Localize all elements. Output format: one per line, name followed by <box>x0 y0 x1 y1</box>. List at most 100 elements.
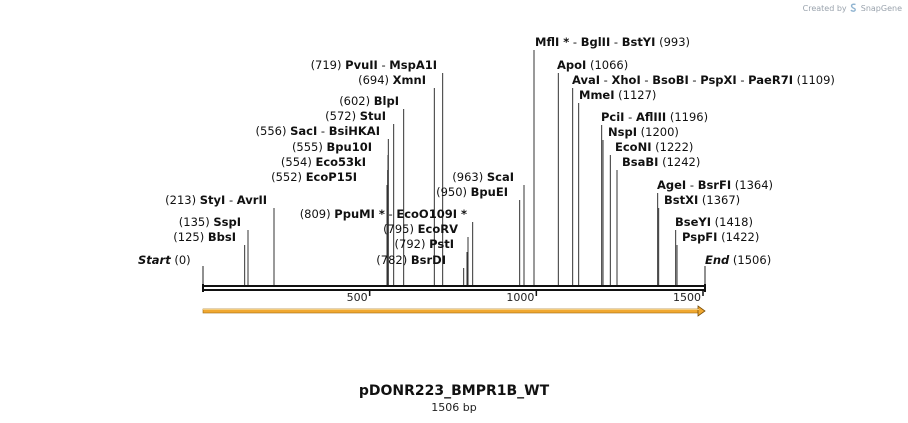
site-label-avai: AvaI - XhoI - BsoBI - PspXI - PaeR7I (11… <box>572 73 835 87</box>
site-label-ecop15i: (552) EcoP15I <box>271 170 357 184</box>
enzyme-name: NspI <box>608 125 637 139</box>
enzyme-name: StuI <box>360 109 386 123</box>
enzyme-name: PspFI <box>682 230 717 244</box>
enzyme-name: AflIII <box>636 110 666 124</box>
site-label-sspi: (135) SspI <box>179 215 241 229</box>
ruler-tick-label-1500: 1500 <box>673 291 701 304</box>
site-label-bpu10i: (555) Bpu10I <box>292 140 372 154</box>
feature-arrowhead <box>697 305 706 317</box>
enzyme-name: AvrII <box>237 193 267 207</box>
enzyme-name: EcoRV <box>418 222 458 236</box>
name-separator: - <box>686 178 697 192</box>
site-label-xmni: (694) XmnI <box>358 73 426 87</box>
enzyme-name: BsrFI <box>698 178 731 192</box>
site-label-ecorv: (795) EcoRV <box>383 222 458 236</box>
site-position: (782) <box>376 253 411 267</box>
site-position: (1418) <box>711 215 753 229</box>
enzyme-name: EcoO109I * <box>396 207 467 221</box>
enzyme-name: BstXI <box>664 193 698 207</box>
enzyme-name: ApoI <box>557 58 586 72</box>
site-label-pcii: PciI - AflIII (1196) <box>601 110 708 124</box>
site-label-bseyi: BseYI (1418) <box>675 215 753 229</box>
name-separator: - <box>610 35 621 49</box>
name-separator: - <box>569 35 580 49</box>
site-position: (1222) <box>651 140 693 154</box>
site-position: (556) <box>256 124 291 138</box>
site-position: (0) <box>171 253 191 267</box>
enzyme-name: AgeI <box>657 178 686 192</box>
site-label-nspi: NspI (1200) <box>608 125 679 139</box>
site-label-bsrdi: (782) BsrDI <box>376 253 446 267</box>
snapgene-credit: Created by SnapGene <box>803 3 902 14</box>
site-label-agei: AgeI - BsrFI (1364) <box>657 178 773 192</box>
site-label-styi: (213) StyI - AvrII <box>165 193 267 207</box>
enzyme-name: BlpI <box>374 94 399 108</box>
site-position: (1066) <box>586 58 628 72</box>
enzyme-name: MspA1I <box>389 58 437 72</box>
name-separator: - <box>378 58 389 72</box>
enzyme-name: StyI <box>200 193 226 207</box>
ruler-tick-label-1000: 1000 <box>506 291 534 304</box>
enzyme-name: PpuMI * <box>334 207 385 221</box>
snapgene-brand-text: SnapGene <box>860 4 902 13</box>
enzyme-name: EcoNI <box>615 140 651 154</box>
created-by-text: Created by <box>802 4 847 13</box>
site-position: (694) <box>358 73 393 87</box>
site-label-bbsi: (125) BbsI <box>173 230 236 244</box>
site-position: (792) <box>395 237 430 251</box>
site-label-psppfi: PspFI (1422) <box>682 230 759 244</box>
site-position: (213) <box>165 193 200 207</box>
enzyme-name: MmeI <box>579 88 615 102</box>
enzyme-name: MflI * <box>535 35 569 49</box>
site-label-saci: (556) SacI - BsiHKAI <box>256 124 380 138</box>
site-position: (554) <box>281 155 316 169</box>
enzyme-name: BsiHKAI <box>329 124 380 138</box>
site-label-blpi: (602) BlpI <box>339 94 399 108</box>
site-position: (1127) <box>615 88 657 102</box>
enzyme-name: ScaI <box>487 170 514 184</box>
enzyme-name: BstYI <box>622 35 656 49</box>
site-position: (125) <box>173 230 208 244</box>
site-position: (1364) <box>731 178 773 192</box>
name-separator: - <box>225 193 236 207</box>
site-position: (719) <box>311 58 346 72</box>
site-label-start: Start (0) <box>138 253 191 267</box>
enzyme-name: BsaBI <box>622 155 658 169</box>
site-label-scai: (963) ScaI <box>452 170 514 184</box>
enzyme-name: PciI <box>601 110 624 124</box>
enzyme-name: Eco53kI <box>315 155 366 169</box>
site-position: (1109) <box>793 73 835 87</box>
snapgene-logo-icon <box>849 3 858 14</box>
enzyme-name: PstI <box>429 237 454 251</box>
enzyme-name: SspI <box>213 215 241 229</box>
site-label-eco53ki: (554) Eco53kI <box>281 155 366 169</box>
site-label-econi: EcoNI (1222) <box>615 140 693 154</box>
site-label-apoi: ApoI (1066) <box>557 58 628 72</box>
site-label-mfli: MflI * - BglII - BstYI (993) <box>535 35 690 49</box>
enzyme-name: BsoBI <box>652 73 689 87</box>
name-separator: - <box>385 207 396 221</box>
site-label-psti: (792) PstI <box>395 237 454 251</box>
enzyme-name: XmnI <box>393 73 426 87</box>
site-position: (950) <box>436 185 471 199</box>
name-separator: - <box>600 73 611 87</box>
site-position: (572) <box>325 109 360 123</box>
enzyme-name: Start <box>138 253 171 267</box>
enzyme-name: BpuEI <box>471 185 508 199</box>
enzyme-name: XhoI <box>612 73 641 87</box>
enzyme-name: AvaI <box>572 73 600 87</box>
name-separator: - <box>737 73 748 87</box>
name-separator: - <box>641 73 652 87</box>
enzyme-name: Bpu10I <box>327 140 372 154</box>
site-position: (993) <box>655 35 690 49</box>
plasmid-length: 1506 bp <box>431 401 477 414</box>
enzyme-name: PvuII <box>345 58 378 72</box>
enzyme-name: BbsI <box>208 230 236 244</box>
site-label-bsabi: BsaBI (1242) <box>622 155 700 169</box>
enzyme-name: BsrDI <box>411 253 446 267</box>
site-position: (1200) <box>637 125 679 139</box>
enzyme-name: BseYI <box>675 215 711 229</box>
site-position: (795) <box>383 222 418 236</box>
enzyme-name: SacI <box>290 124 317 138</box>
